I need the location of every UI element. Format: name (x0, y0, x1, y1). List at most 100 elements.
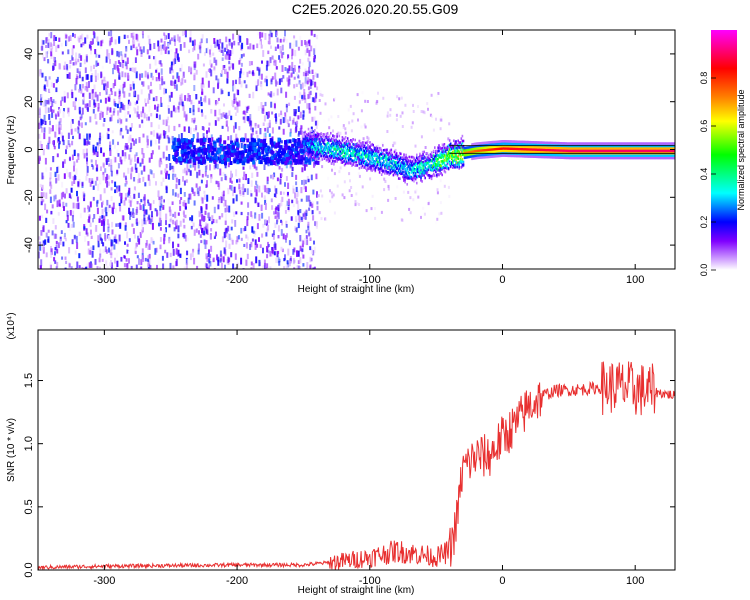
heatmap-noise-cell (185, 115, 188, 122)
heatmap-noise-cell (284, 235, 287, 240)
heatmap-noise-cell (148, 93, 151, 100)
heatmap-noise-cell (238, 60, 241, 65)
heatmap-signal-cell (365, 167, 367, 170)
heatmap-noise-cell (40, 144, 43, 150)
heatmap-noise-cell (159, 205, 162, 211)
heatmap-noise-cell (253, 233, 256, 238)
heatmap-signal-cell (204, 147, 208, 152)
heatmap-noise-cell (50, 184, 53, 189)
heatmap-noise-cell (278, 261, 281, 266)
heatmap-noise-cell (218, 197, 221, 201)
heatmap-noise-cell (140, 53, 143, 57)
heatmap-noise-cell (129, 127, 132, 132)
heatmap-noise-cell (205, 253, 208, 260)
heatmap-noise-cell (116, 187, 118, 193)
heatmap-noise-cell (151, 199, 154, 207)
heatmap-noise-cell (267, 162, 270, 167)
heatmap-noise-cell (197, 243, 200, 251)
heatmap-signal-cell (463, 149, 466, 152)
heatmap-noise-cell (183, 232, 186, 239)
heatmap-noise-cell (68, 36, 70, 42)
heatmap-signal-cell (387, 156, 389, 160)
heatmap-noise-cell (266, 263, 269, 269)
heatmap-noise-cell (227, 126, 229, 132)
heatmap-noise-cell (55, 87, 58, 93)
heatmap-noise-cell (309, 82, 312, 89)
heatmap-noise-cell (158, 72, 160, 80)
heatmap-signal-cell (384, 172, 386, 175)
heatmap-signal-cell (296, 159, 299, 163)
heatmap-signal-cell (199, 154, 203, 159)
heatmap-signal-cell (366, 146, 368, 149)
heatmap-noise-cell (297, 106, 300, 112)
heatmap-noise-cell (104, 97, 107, 104)
heatmap-noise-cell (264, 33, 267, 40)
heatmap-noise-cell (268, 119, 271, 126)
heatmap-noise-cell (315, 125, 318, 129)
heatmap-noise-cell (333, 166, 336, 170)
heatmap-noise-cell (108, 235, 110, 241)
heatmap-noise-cell (285, 220, 288, 225)
heatmap-noise-cell (309, 264, 312, 269)
heatmap-signal-cell (372, 164, 374, 167)
heatmap-signal-cell (476, 149, 479, 153)
heatmap-noise-cell (377, 91, 379, 95)
heatmap-signal-cell (193, 161, 197, 165)
heatmap-noise-cell (280, 113, 283, 120)
heatmap-signal-cell (337, 156, 339, 160)
heatmap-noise-cell (264, 185, 267, 193)
heatmap-noise-cell (80, 113, 83, 119)
heatmap-signal-cell (353, 143, 355, 146)
heatmap-signal-cell (336, 140, 338, 143)
heatmap-noise-cell (245, 84, 248, 89)
heatmap-noise-cell (233, 99, 236, 104)
heatmap-noise-cell (435, 221, 438, 225)
heatmap-noise-cell (284, 204, 287, 210)
heatmap-noise-cell (264, 136, 267, 140)
heatmap-noise-cell (136, 217, 138, 225)
heatmap-signal-cell (462, 144, 465, 148)
heatmap-noise-cell (99, 266, 101, 269)
heatmap-noise-cell (101, 174, 104, 179)
heatmap-noise-cell (103, 83, 106, 91)
heatmap-noise-cell (273, 251, 276, 256)
heatmap-noise-cell (402, 190, 405, 194)
heatmap-noise-cell (186, 97, 189, 102)
heatmap-signal-cell (442, 152, 445, 155)
heatmap-noise-cell (68, 247, 71, 254)
heatmap-noise-cell (88, 100, 91, 108)
heatmap-noise-cell (270, 79, 273, 85)
heatmap-noise-cell (174, 58, 177, 64)
heatmap-noise-cell (300, 216, 303, 221)
heatmap-noise-cell (266, 267, 269, 269)
heatmap-signal-cell (225, 145, 229, 150)
heatmap-noise-cell (211, 137, 214, 142)
heatmap-noise-cell (193, 191, 196, 197)
heatmap-noise-cell (108, 247, 110, 253)
heatmap-noise-cell (280, 199, 283, 207)
heatmap-noise-cell (93, 32, 96, 39)
heatmap-noise-cell (144, 98, 147, 103)
heatmap-noise-cell (217, 259, 220, 266)
heatmap-noise-cell (181, 78, 184, 85)
heatmap-noise-cell (177, 193, 180, 198)
heatmap-signal-cell (426, 152, 429, 155)
heatmap-signal-cell (425, 167, 428, 171)
heatmap-signal-cell (419, 154, 421, 157)
heatmap-signal-cell (362, 161, 365, 165)
heatmap-signal-cell (350, 157, 352, 161)
heatmap-noise-cell (400, 96, 403, 100)
heatmap-noise-cell (39, 265, 42, 269)
heatmap-noise-cell (227, 136, 230, 141)
heatmap-noise-cell (218, 183, 221, 190)
heatmap-noise-cell (409, 211, 412, 215)
heatmap-noise-cell (162, 151, 165, 159)
heatmap-noise-cell (192, 222, 195, 227)
heatmap-noise-cell (177, 75, 180, 83)
heatmap-noise-cell (144, 257, 147, 262)
heatmap-noise-cell (258, 67, 261, 72)
heatmap-noise-cell (216, 164, 219, 170)
heatmap-signal-cell (417, 175, 419, 178)
heatmap-noise-cell (420, 110, 423, 113)
heatmap-signal-cell (361, 159, 364, 163)
